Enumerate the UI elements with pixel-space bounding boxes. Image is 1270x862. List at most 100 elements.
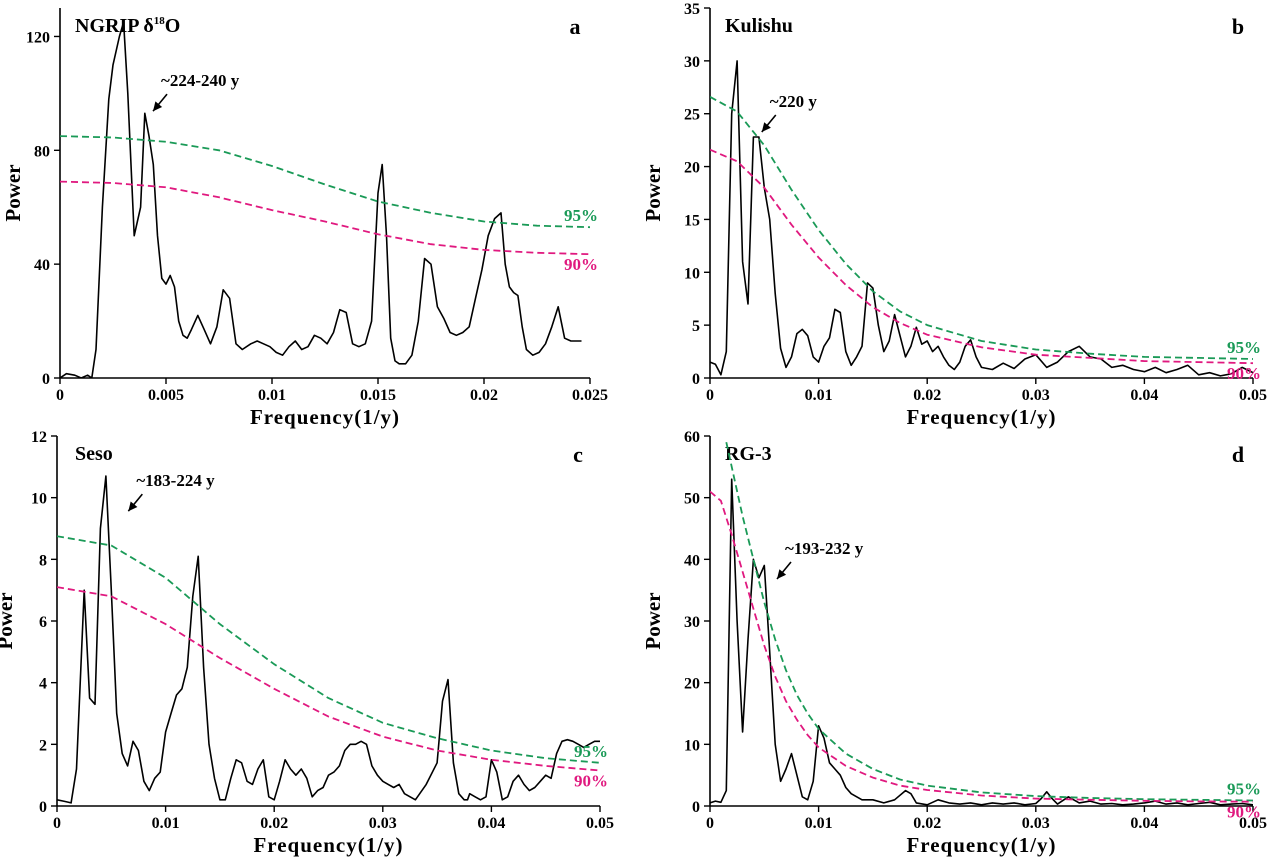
- annotation-arrow-head: [153, 101, 163, 112]
- y-tick-label: 2: [39, 737, 47, 754]
- annotation-arrow-head: [777, 569, 787, 579]
- y-axis-title: Power: [641, 164, 665, 221]
- y-tick-label: 30: [684, 614, 700, 631]
- panel-title-main: NGRIP δ: [75, 15, 154, 37]
- confidence-label-95: 95%: [1227, 779, 1261, 798]
- x-axis-title: Frequency(1/y): [906, 833, 1056, 857]
- confidence-line-90: [60, 180, 590, 256]
- x-axis-title: Frequency(1/y): [253, 833, 403, 857]
- y-tick-label: 0: [692, 371, 700, 388]
- annotation-text: ~183-224 y: [136, 471, 215, 490]
- confidence-line-90: [710, 148, 1253, 365]
- chart-panel-a: 0 0.005 0.01 0.015 0.02 0.025 0 40 80 120 Frequenc…: [1, 8, 608, 429]
- annotation-arrow-head: [128, 501, 138, 512]
- x-tick-label: 0.01: [805, 387, 833, 404]
- y-tick-label: 10: [684, 737, 700, 754]
- panel-title: Seso: [75, 443, 113, 465]
- x-tick-label: 0.05: [1239, 387, 1267, 404]
- panel-letter: d: [1232, 442, 1244, 467]
- x-tick-label: 0.04: [477, 815, 505, 832]
- x-tick-label: 0.005: [148, 387, 184, 404]
- x-tick-label: 0.03: [1022, 815, 1050, 832]
- confidence-label-90: 90%: [1227, 364, 1261, 383]
- x-tick-label: 0.025: [572, 387, 608, 404]
- x-axis-title: Frequency(1/y): [906, 405, 1056, 429]
- spectrum-line: [710, 60, 1253, 377]
- y-tick-label: 4: [39, 676, 47, 693]
- annotation-text: ~193-232 y: [785, 539, 864, 558]
- annotation-text: ~220 y: [770, 92, 818, 111]
- annotation-arrow-head: [761, 122, 771, 132]
- y-tick-label: 40: [34, 257, 50, 274]
- x-tick-label: 0.05: [1239, 815, 1267, 832]
- panel-title-main: Seso: [75, 443, 113, 465]
- confidence-line-95: [710, 96, 1253, 360]
- chart-panel-b: 0 0.01 0.02 0.03 0.04 0.05 0 5 10 15 20 25 30 35 Frequ…: [641, 1, 1267, 429]
- x-axis-title: Frequency(1/y): [250, 405, 400, 429]
- x-tick-label: 0.02: [260, 815, 288, 832]
- y-tick-label: 12: [31, 429, 47, 446]
- y-tick-label: 0: [42, 371, 50, 388]
- x-tick-label: 0.03: [1022, 387, 1050, 404]
- confidence-line-95: [60, 135, 590, 229]
- panel-title-main: Kulishu: [725, 15, 793, 37]
- y-tick-label: 80: [34, 143, 50, 160]
- y-tick-label: 0: [39, 799, 47, 816]
- panel-title-main: RG-3: [725, 443, 772, 465]
- y-tick-label: 10: [31, 491, 47, 508]
- panel-title: RG-3: [725, 443, 772, 465]
- x-tick-label: 0.015: [360, 387, 396, 404]
- y-axis-title: Power: [0, 592, 17, 649]
- chart-panel-c: 0 0.01 0.02 0.03 0.04 0.05 0 2 4 6 8 10 12 Frequency(…: [0, 429, 614, 857]
- y-tick-label: 30: [684, 54, 700, 71]
- confidence-label-90: 90%: [1227, 803, 1261, 822]
- y-tick-label: 25: [684, 107, 700, 124]
- x-tick-label: 0.01: [152, 815, 180, 832]
- x-tick-label: 0.05: [586, 815, 614, 832]
- confidence-line-95: [57, 535, 600, 764]
- x-tick-label: 0: [53, 815, 61, 832]
- x-tick-label: 0.01: [258, 387, 286, 404]
- y-tick-label: 50: [684, 491, 700, 508]
- confidence-label-95: 95%: [564, 206, 598, 225]
- y-tick-label: 6: [39, 614, 47, 631]
- x-tick-label: 0.02: [913, 387, 941, 404]
- x-tick-label: 0.02: [913, 815, 941, 832]
- confidence-label-90: 90%: [574, 772, 608, 791]
- panel-title-superscript: 18: [154, 15, 166, 27]
- confidence-line-95: [725, 442, 1253, 802]
- y-tick-label: 15: [684, 212, 700, 229]
- x-tick-label: 0.04: [1130, 387, 1158, 404]
- panel-letter: a: [570, 14, 581, 39]
- spectrum-line: [60, 21, 582, 378]
- confidence-label-95: 95%: [1227, 338, 1261, 357]
- confidence-label-90: 90%: [564, 255, 598, 274]
- y-axis-title: Power: [1, 164, 25, 221]
- x-tick-label: 0: [706, 387, 714, 404]
- confidence-label-95: 95%: [574, 742, 608, 761]
- y-tick-label: 40: [684, 552, 700, 569]
- spectrum-line: [710, 478, 1253, 806]
- confidence-line-90: [710, 490, 1253, 803]
- x-tick-label: 0.03: [369, 815, 397, 832]
- y-tick-label: 20: [684, 160, 700, 177]
- y-tick-label: 5: [692, 318, 700, 335]
- y-axis-title: Power: [641, 592, 665, 649]
- y-tick-label: 35: [684, 1, 700, 18]
- x-tick-label: 0: [56, 387, 64, 404]
- annotation-text: ~224-240 y: [161, 71, 240, 90]
- x-tick-label: 0.04: [1130, 815, 1158, 832]
- y-tick-label: 10: [684, 265, 700, 282]
- y-tick-label: 60: [684, 429, 700, 446]
- x-tick-label: 0.02: [470, 387, 498, 404]
- confidence-line-90: [57, 586, 600, 772]
- panel-letter: b: [1232, 14, 1244, 39]
- y-tick-label: 120: [26, 29, 50, 46]
- y-tick-label: 0: [692, 799, 700, 816]
- chart-panel-d: 0 0.01 0.02 0.03 0.04 0.05 0 10 20 30 40 50 60 Freque…: [641, 429, 1267, 857]
- x-tick-label: 0: [706, 815, 714, 832]
- panel-title: Kulishu: [725, 15, 793, 37]
- y-tick-label: 8: [39, 552, 47, 569]
- panel-title-tail: O: [165, 15, 181, 37]
